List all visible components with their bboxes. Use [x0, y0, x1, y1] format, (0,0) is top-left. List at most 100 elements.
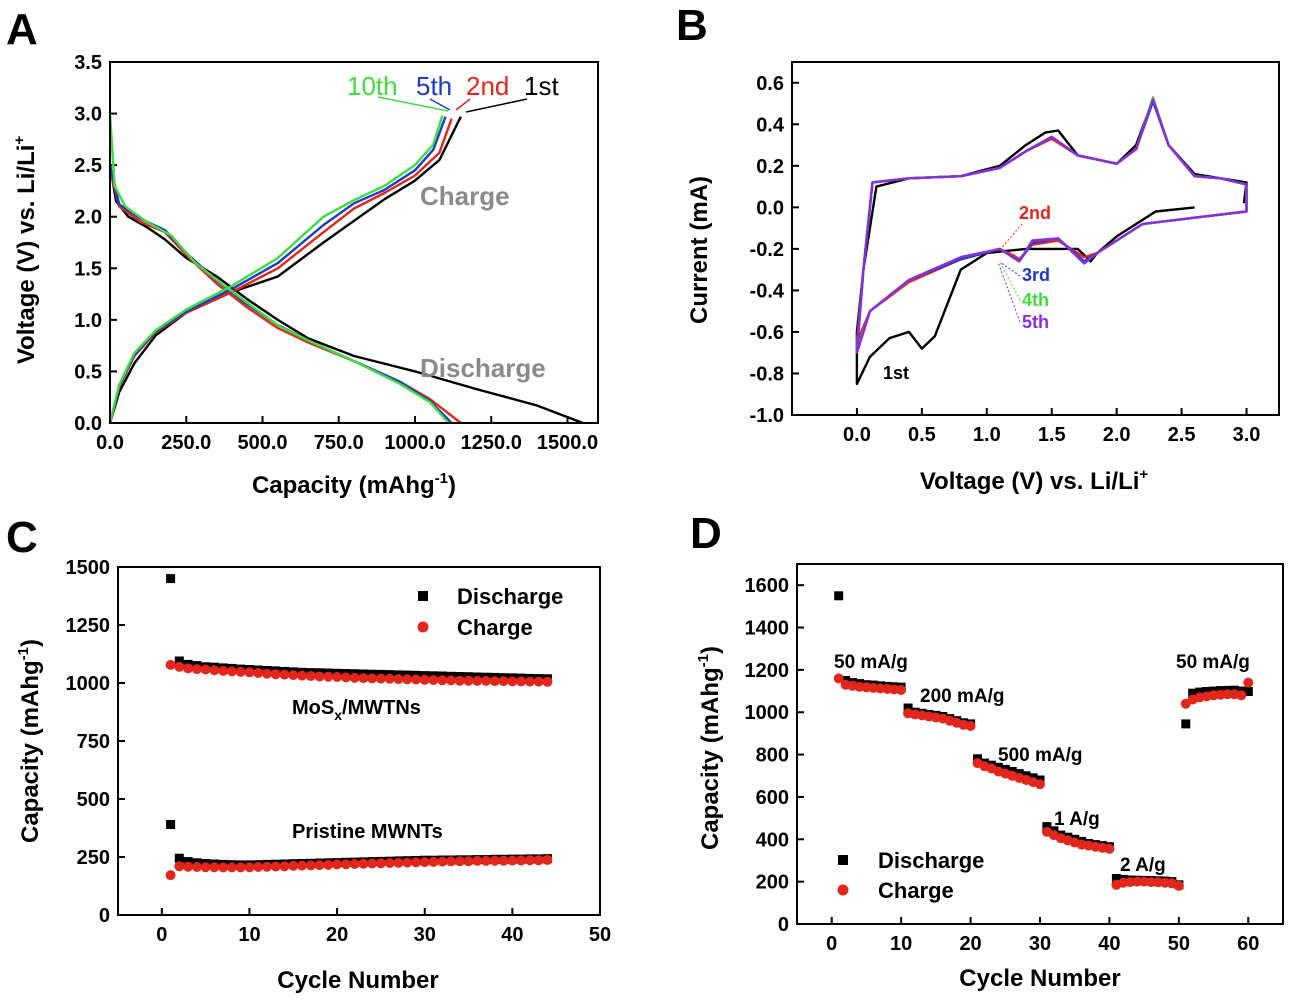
point-c-charge — [375, 673, 386, 684]
point-c-charge — [305, 860, 316, 871]
legend-d-discharge: Discharge — [878, 848, 984, 873]
point-c-charge — [191, 862, 202, 872]
point-c-charge — [165, 870, 176, 881]
panel-d-rate-2a: 2 A/g — [1120, 855, 1166, 876]
point-d-discharge — [834, 591, 844, 601]
series-a-2nd-charge — [108, 118, 453, 424]
x-tick-label-c: 10 — [238, 924, 260, 946]
point-c-charge — [419, 674, 430, 685]
series-b-5th — [855, 98, 1248, 354]
pointer-b-5th — [997, 261, 1021, 323]
y-tick-label-d: 1200 — [745, 660, 790, 682]
point-c-charge — [516, 676, 527, 687]
series-a-1st-charge — [108, 116, 462, 424]
point-c-charge — [270, 669, 281, 680]
x-tick-label-c: 0 — [156, 924, 167, 946]
panel-a-chart: 0.0 250.0 500.0 750.0 1000.0 1250.0 1500.0 0.0 0… — [11, 52, 599, 499]
point-c-charge — [454, 856, 465, 867]
point-c-charge — [428, 675, 439, 685]
panel-b-label-5th: 5th — [1022, 312, 1049, 332]
panel-c-frame — [117, 566, 601, 916]
point-c-charge — [340, 859, 351, 870]
point-c-charge — [340, 672, 351, 683]
point-d-charge — [896, 685, 907, 695]
legend-a-5th: 5th — [416, 71, 452, 101]
point-d-discharge — [1042, 822, 1052, 832]
panel-c-ylabel: Capacity (mAhg-1) — [15, 639, 44, 843]
x-tick-label-d: 50 — [1168, 933, 1190, 955]
point-c-discharge — [174, 656, 184, 666]
series-a-1st-discharge — [108, 164, 584, 425]
point-c-charge — [209, 665, 220, 676]
y-tick-label-b: -0.6 — [750, 322, 784, 344]
panel-b-chart: 0.0 0.5 1.0 1.5 2.0 2.5 3.0 -1.0 -0.8 -0.6 -0.4 -0.… — [686, 61, 1280, 495]
panel-b-ylabel: Current (mA) — [686, 176, 713, 324]
x-tick-label-c: 40 — [501, 924, 523, 946]
point-c-charge — [174, 861, 185, 872]
arrow-a-1st — [465, 98, 528, 113]
x-tick-label-d: 20 — [959, 933, 981, 955]
point-d-discharge — [1181, 719, 1191, 729]
x-tick-label-d: 60 — [1237, 933, 1259, 955]
point-c-charge — [524, 676, 535, 687]
legend-c-discharge: Discharge — [457, 584, 563, 609]
point-c-charge — [191, 664, 202, 675]
y-tick-label-d: 1600 — [745, 575, 790, 597]
point-c-charge — [516, 855, 527, 866]
point-c-charge — [481, 675, 492, 686]
point-d-charge — [1104, 843, 1115, 854]
legend-c-charge: Charge — [457, 615, 533, 640]
panel-b-xlabel: Voltage (V) vs. Li/Li+ — [920, 466, 1149, 495]
panel-d-rate-50a: 50 mA/g — [834, 652, 908, 673]
point-d-discharge — [1111, 874, 1121, 883]
point-c-charge — [297, 670, 307, 681]
x-tick-label-b: 2.5 — [1168, 424, 1196, 446]
point-c-charge — [454, 675, 465, 686]
point-c-charge — [288, 670, 299, 681]
point-c-charge — [489, 676, 500, 687]
x-tick-label-a: 500.0 — [237, 432, 287, 454]
point-c-charge — [533, 676, 544, 687]
point-c-charge — [332, 672, 343, 682]
y-tick-label-d: 0 — [778, 914, 789, 936]
x-tick-label-a: 750.0 — [314, 432, 364, 454]
point-c-charge — [472, 855, 483, 866]
x-tick-label-c: 20 — [326, 924, 348, 946]
point-c-charge — [367, 673, 378, 684]
point-c-charge — [393, 674, 404, 685]
point-c-charge — [402, 857, 413, 868]
point-c-charge — [305, 671, 316, 681]
y-tick-label-b: 0.2 — [756, 156, 784, 178]
x-tick-label-b: 2.0 — [1103, 424, 1131, 446]
point-c-charge — [262, 668, 272, 679]
point-c-charge — [270, 861, 281, 872]
y-tick-label-d: 1400 — [745, 618, 790, 640]
point-d-charge — [833, 673, 844, 684]
y-tick-label-c: 750 — [77, 731, 110, 753]
y-tick-label-c: 1250 — [66, 615, 111, 637]
point-c-charge — [218, 665, 229, 676]
point-d-charge — [965, 721, 976, 731]
point-c-charge — [279, 669, 290, 680]
y-tick-label-a: 0.5 — [74, 361, 102, 383]
panel-letter-d: D — [690, 509, 722, 558]
point-c-charge — [165, 659, 176, 670]
x-tick-label-a: 1000.0 — [384, 432, 445, 454]
point-c-charge — [288, 860, 299, 871]
point-c-discharge — [166, 820, 176, 829]
y-tick-label-b: -0.8 — [750, 363, 784, 385]
x-tick-label-c: 50 — [589, 924, 611, 946]
panel-a-frame — [109, 61, 599, 424]
point-c-charge — [332, 859, 343, 870]
series-a-10th-discharge — [108, 113, 450, 424]
y-tick-label-c: 1000 — [66, 673, 111, 695]
series-a-2nd-discharge — [108, 170, 462, 424]
y-tick-label-d: 400 — [756, 829, 789, 851]
panel-d-xlabel: Cycle Number — [959, 965, 1120, 992]
point-c-charge — [244, 667, 255, 678]
panel-d-ylabel: Capacity (mAhg-1) — [695, 646, 724, 850]
legend-d-charge-marker — [837, 884, 849, 896]
point-c-charge — [463, 856, 474, 867]
point-d-charge — [1132, 876, 1143, 887]
y-tick-label-b: 0.4 — [756, 114, 785, 136]
